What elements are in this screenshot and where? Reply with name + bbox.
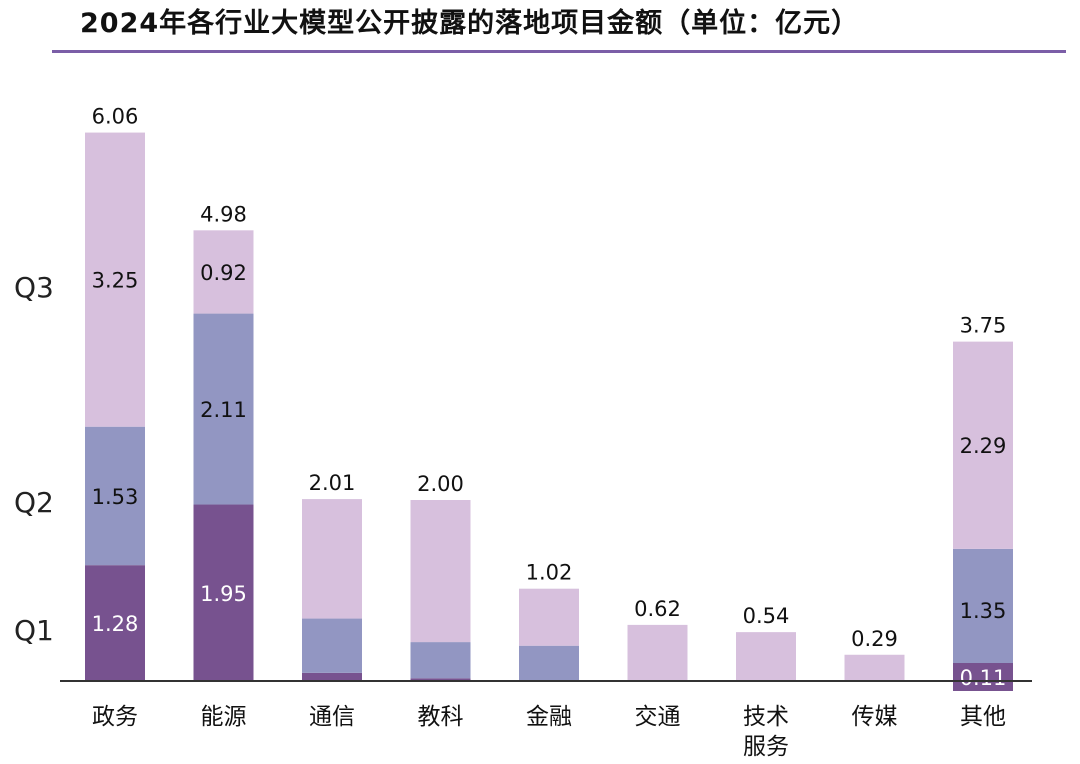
category-label-7: 传媒 xyxy=(852,704,898,730)
segment-label-q3-8: 2.29 xyxy=(960,434,1007,458)
bar-segment-q2-3 xyxy=(410,642,471,679)
bar-segment-q1-0 xyxy=(85,565,145,681)
bar-segment-q3-5 xyxy=(627,624,688,681)
total-label-6: 0.54 xyxy=(743,604,790,628)
total-label-5: 0.62 xyxy=(634,597,681,621)
segment-label-q1-0: 1.28 xyxy=(92,612,139,636)
category-label-5: 交通 xyxy=(635,704,681,730)
bar-segment-q1-2 xyxy=(302,672,362,681)
category-label-8: 其他 xyxy=(960,704,1006,730)
category-label-line: 教科 xyxy=(418,704,464,730)
bar-segment-q3-0 xyxy=(85,132,145,427)
segment-label-q1-1: 1.95 xyxy=(200,582,247,606)
category-label-0: 政务 xyxy=(92,704,138,730)
segment-label-q1-8: 0.11 xyxy=(960,666,1007,690)
bar-segment-q1-3 xyxy=(410,678,471,681)
category-label-3: 教科 xyxy=(418,704,464,730)
bar-segment-q3-3 xyxy=(410,500,471,643)
bar-segment-q2-4 xyxy=(519,645,579,681)
segment-label-q2-1: 2.11 xyxy=(200,398,247,422)
category-label-line: 政务 xyxy=(92,704,138,730)
legend-label-q3: Q3 xyxy=(14,271,54,304)
bar-segment-q3-2 xyxy=(302,499,362,619)
bar-segment-q2-1 xyxy=(193,313,254,505)
total-label-3: 2.00 xyxy=(417,472,464,496)
legend-label-q2: Q2 xyxy=(14,486,54,519)
legend-label-q1: Q1 xyxy=(14,614,54,647)
category-label-line: 其他 xyxy=(960,704,1006,730)
title-underline xyxy=(52,50,1066,53)
category-label-6: 技术服务 xyxy=(743,704,789,760)
total-label-4: 1.02 xyxy=(526,561,573,585)
total-label-8: 3.75 xyxy=(960,314,1007,338)
bar-segment-q3-1 xyxy=(193,230,254,314)
segment-label-q2-0: 1.53 xyxy=(92,485,139,509)
category-label-line: 传媒 xyxy=(852,704,898,730)
bar-segment-q2-2 xyxy=(302,618,362,673)
category-label-line: 金融 xyxy=(526,704,572,730)
bar-segment-q1-tab-8 xyxy=(953,663,1013,691)
segment-label-q3-1: 0.92 xyxy=(200,261,247,285)
bar-segment-q1-1 xyxy=(193,504,254,681)
segment-label-q3-0: 3.25 xyxy=(92,269,139,293)
bar-segment-q3-4 xyxy=(519,588,579,646)
bar-segment-q2-8 xyxy=(953,548,1013,672)
category-label-4: 金融 xyxy=(526,704,572,730)
total-label-0: 6.06 xyxy=(92,105,139,129)
total-label-2: 2.01 xyxy=(309,471,356,495)
bar-segment-q3-7 xyxy=(844,654,905,681)
chart-title: 2024年各行业大模型公开披露的落地项目金额（单位：亿元） xyxy=(80,8,860,39)
segment-label-q2-8: 1.35 xyxy=(960,599,1007,623)
category-label-line: 交通 xyxy=(635,704,681,730)
total-label-1: 4.98 xyxy=(200,202,247,226)
total-label-7: 0.29 xyxy=(851,627,898,651)
category-label-line: 能源 xyxy=(201,704,247,730)
category-label-1: 能源 xyxy=(201,704,247,730)
category-label-line: 服务 xyxy=(743,734,789,760)
bar-segment-q2-0 xyxy=(85,426,145,566)
category-label-line: 通信 xyxy=(309,704,355,730)
bar-segment-q3-8 xyxy=(953,341,1013,549)
category-label-line: 技术 xyxy=(743,704,789,730)
bar-segment-q3-6 xyxy=(736,632,796,681)
category-label-2: 通信 xyxy=(309,704,355,730)
